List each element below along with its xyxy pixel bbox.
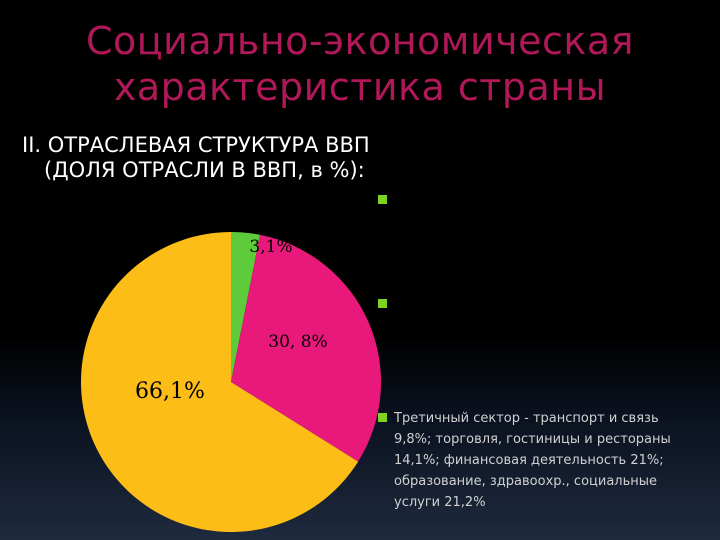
pie-slice-1 [231, 232, 261, 382]
legend-bullet-icon [378, 413, 387, 422]
legend-bullet-icon [378, 299, 387, 308]
pie-slice-2 [231, 234, 382, 462]
title-line-1: Социально-экономическая [86, 19, 634, 63]
legend-bullet-icon [378, 195, 387, 204]
slide-title: Социально-экономическая характеристика с… [0, 18, 720, 110]
pie-label-2: 30, 8% [268, 332, 327, 352]
subtitle-line-2: (ДОЛЯ ОТРАСЛИ В ВВП, в %): [44, 158, 365, 182]
title-line-2: характеристика страны [113, 65, 607, 109]
pie-label-1: 3,1% [249, 237, 292, 257]
legend-text-3: Третичный сектор - транспорт и связь 9,8… [394, 411, 671, 510]
slide-subtitle: II. ОТРАСЛЕВАЯ СТРУКТУРА ВВП (ДОЛЯ ОТРАС… [22, 133, 542, 183]
subtitle-line-1: II. ОТРАСЛЕВАЯ СТРУКТУРА ВВП [22, 133, 370, 157]
pie-label-3: 66,1% [135, 379, 205, 404]
pie-slice-3 [81, 232, 359, 532]
